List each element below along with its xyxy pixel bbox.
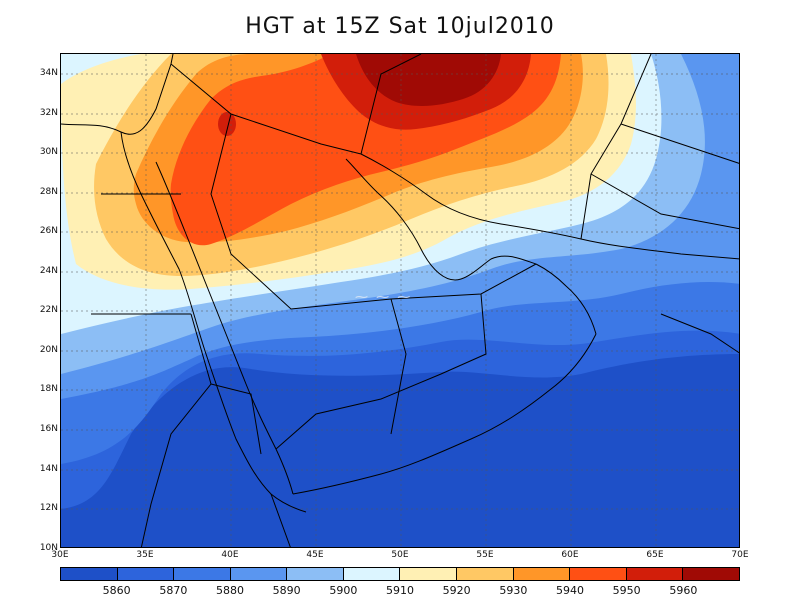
colorbar-level-label: 5920 [442, 584, 471, 597]
grid-lines [61, 54, 739, 547]
colorbar-swatch [513, 568, 571, 580]
colorbar-swatch [174, 568, 231, 580]
lat-label: 10N [39, 543, 58, 553]
lat-label: 22N [39, 305, 58, 315]
colorbar-level-label: 5870 [159, 584, 188, 597]
lon-label: 55E [476, 550, 494, 560]
lat-label: 28N [39, 187, 58, 197]
colorbar-swatch [457, 568, 514, 580]
lon-label: 70E [731, 550, 749, 560]
colorbar-swatch [343, 568, 401, 580]
lon-label: 60E [561, 550, 579, 560]
colorbar-level-label: 5960 [669, 584, 698, 597]
coastlines-and-borders [61, 54, 739, 547]
lat-label: 16N [39, 424, 58, 434]
colorbar-level-label: 5880 [216, 584, 244, 597]
lat-label: 32N [39, 108, 58, 118]
band-5960-cell [218, 112, 236, 136]
lon-label: 50E [391, 550, 409, 560]
colorbar-level-label: 5930 [499, 584, 528, 597]
lon-label: 30E [51, 550, 69, 560]
colorbar-level-label: 5950 [612, 584, 641, 597]
colorbar-swatch [400, 568, 458, 580]
map-title: HGT at 15Z Sat 10jul2010 [245, 14, 555, 39]
colorbar-swatch [683, 568, 739, 580]
colorbar-swatch [61, 568, 118, 580]
colorbar-level-label: 5900 [329, 584, 358, 597]
lat-label: 18N [39, 384, 58, 394]
lat-label: 30N [39, 147, 58, 157]
colorbar-swatch [626, 568, 684, 580]
lat-label: 34N [39, 68, 58, 78]
lat-label: 26N [39, 226, 58, 236]
colorbar-level-label: 5910 [386, 584, 414, 597]
colorbar-swatch [117, 568, 175, 580]
lon-label: 40E [221, 550, 239, 560]
colorbar [60, 567, 740, 581]
lat-label: 12N [39, 503, 58, 513]
lon-label: 65E [646, 550, 664, 560]
lon-label: 45E [306, 550, 324, 560]
colorbar-level-label: 5940 [556, 584, 584, 597]
colorbar-swatch [570, 568, 627, 580]
watermark-logo: ⁓ ⁓ ⁓ [355, 290, 413, 305]
band-peak [356, 54, 501, 106]
colorbar-swatch [287, 568, 344, 580]
lat-label: 14N [39, 464, 58, 474]
height-contour-map [60, 53, 740, 548]
lat-label: 20N [39, 345, 58, 355]
lon-label: 35E [136, 550, 154, 560]
colorbar-swatch [230, 568, 288, 580]
colorbar-level-label: 5890 [272, 584, 301, 597]
colorbar-level-label: 5860 [102, 584, 131, 597]
lat-label: 24N [39, 266, 58, 276]
